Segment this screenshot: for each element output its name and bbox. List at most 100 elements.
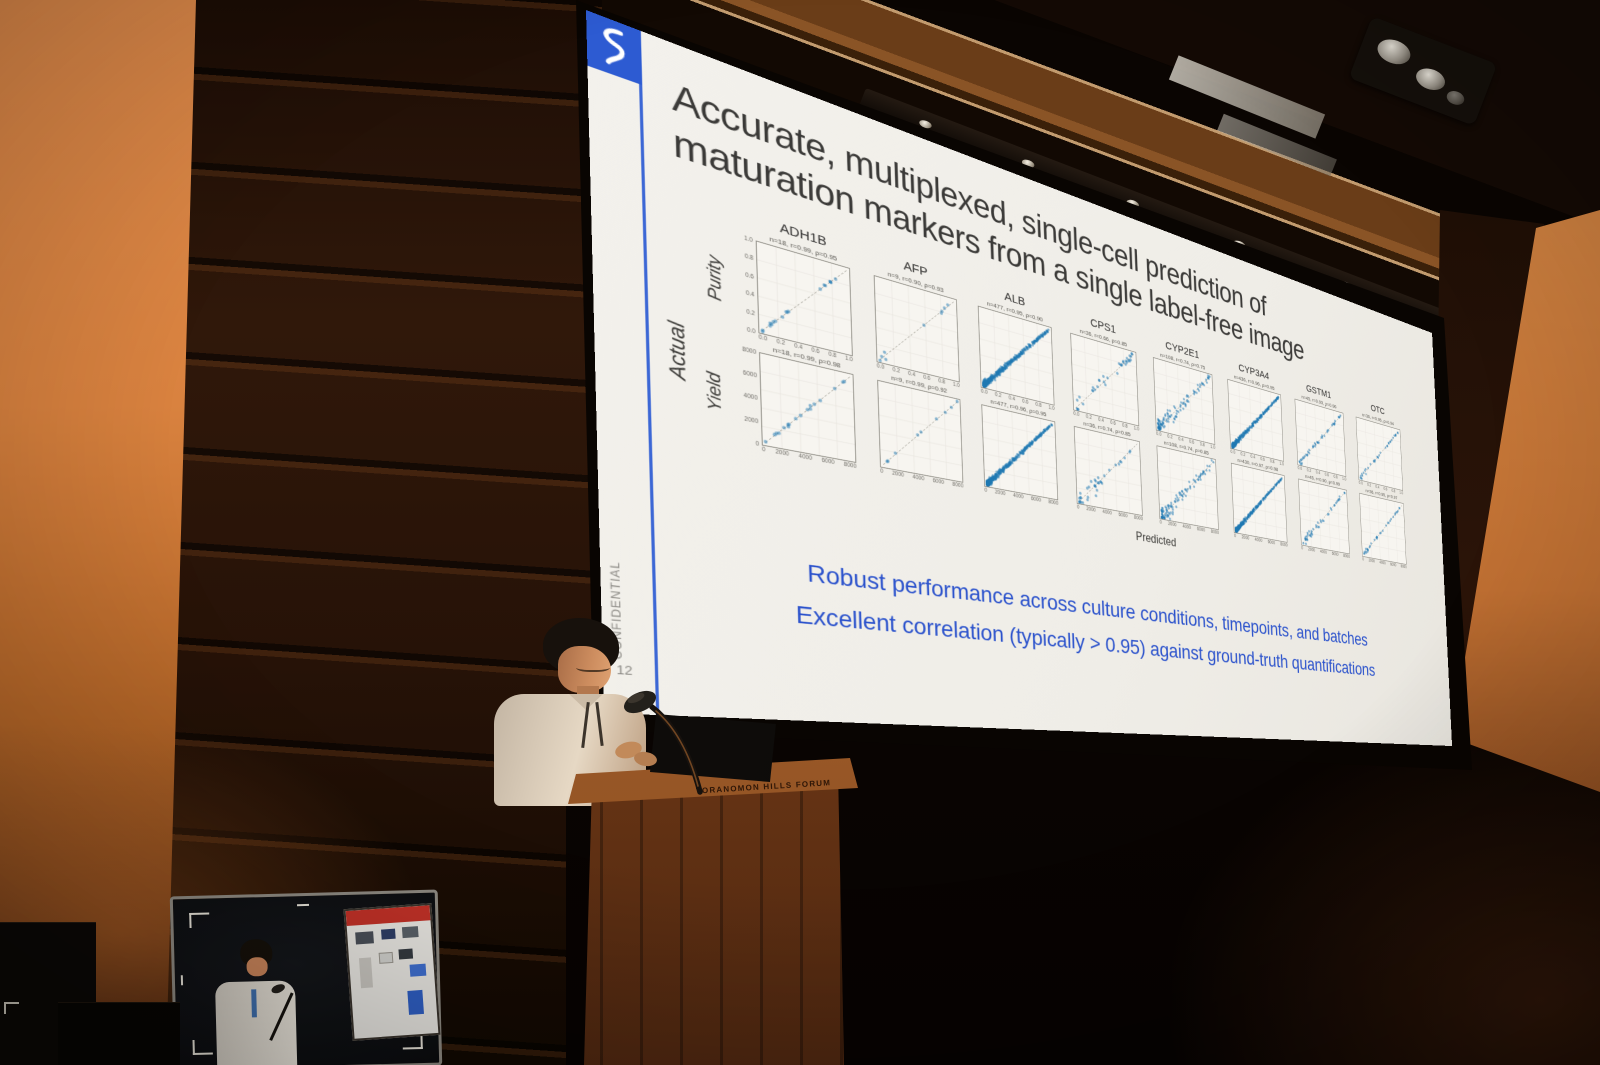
x-tick-label: 4000 — [1102, 509, 1112, 517]
x-tick-label: 6000 — [1267, 539, 1276, 546]
x-tick-label: 2000 — [892, 470, 905, 479]
x-tick-label: 2000 — [1308, 547, 1316, 553]
x-tick-label: 0 — [880, 468, 884, 475]
figure-column: CYP2E1 n=108, r=0.74, ρ=0.75 0.0 0.2 0.4 0.6 0… — [1148, 334, 1223, 538]
ceiling-spotlight-fixture — [1348, 16, 1498, 126]
x-tick-label: 1.0 — [952, 381, 960, 389]
figure-column: ADH1B n=18, r=0.99, ρ=0.95 1.0 0.8 0.6 0.4 0.2… — [742, 211, 862, 473]
scatter-plot — [981, 404, 1059, 501]
y-tick-label: 6000 — [742, 369, 757, 379]
x-tick-label: 0.0 — [1073, 410, 1080, 418]
app-panel — [358, 957, 374, 989]
x-tick-label: 6000 — [1390, 562, 1397, 568]
x-tick-label: 2000 — [1241, 534, 1250, 542]
slide-thumbnail — [401, 926, 419, 939]
x-tick-label: 1.0 — [1279, 461, 1285, 467]
y-tick-label: 0.4 — [745, 290, 755, 299]
x-tick-label: 4000 — [1319, 549, 1327, 556]
scatter-plot — [1230, 462, 1288, 543]
x-tick-label: 0.0 — [876, 362, 885, 371]
x-tick-label: 8000 — [1343, 553, 1350, 560]
viewfinder-bracket-icon — [4, 1002, 19, 1014]
x-tick-label: 8000 — [952, 481, 964, 490]
x-tick-label: 4000 — [1254, 537, 1263, 544]
left-wall-orange-light — [0, 0, 196, 1065]
slide-thumbnail — [355, 931, 374, 945]
y-tick-label: 0 — [755, 440, 760, 448]
x-tick-label: 0.0 — [1155, 431, 1162, 438]
x-tick-label: 1.0 — [1210, 444, 1216, 451]
x-tick-label: 0.0 — [980, 388, 988, 396]
row-label-yield: Yield — [703, 370, 726, 414]
x-tick-label: 1.0 — [1342, 476, 1347, 482]
x-tick-label: 2000 — [1368, 558, 1375, 564]
viewfinder-bracket-icon — [189, 912, 210, 929]
x-tick-label: 8000 — [843, 461, 857, 470]
figure-column: AFP n=9, r=0.90, ρ=0.93 0.0 0.2 0.4 0.6 0.8 1.0… — [867, 247, 969, 491]
x-tick-label: 2000 — [775, 448, 790, 458]
spotlight-lamp — [1444, 88, 1467, 108]
x-tick-label: 4000 — [1013, 492, 1024, 501]
x-tick-label: 4000 — [912, 474, 925, 483]
x-tick-label: 2000 — [1086, 506, 1096, 514]
x-tick-label: 0 — [984, 487, 988, 494]
spotlight-lamp — [1373, 34, 1414, 69]
scatter-plot — [1298, 478, 1350, 555]
x-tick-label: 2000 — [994, 489, 1006, 497]
viewfinder-tick-icon — [296, 903, 310, 915]
x-tick-label: 1.0 — [1399, 490, 1404, 496]
x-tick-label: 0 — [761, 446, 766, 454]
x-tick-label: 1.0 — [844, 355, 854, 364]
slide-thumbnail — [398, 948, 414, 960]
y-tick-label: 0.8 — [744, 253, 754, 263]
slide-thumbnail — [378, 951, 394, 964]
x-tick-label: 6000 — [1331, 551, 1339, 558]
left-wall-wood-panels — [150, 0, 602, 1065]
x-tick-label: 6000 — [1030, 496, 1042, 504]
presenter-glasses — [576, 661, 610, 672]
x-tick-label: 6000 — [1118, 512, 1128, 519]
x-tick-label: 0.0 — [1230, 449, 1236, 456]
x-tick-label: 0 — [1159, 519, 1162, 526]
monitor-presenter-lanyard — [251, 989, 257, 1018]
operator-laptop-screen — [343, 903, 441, 1041]
figure-column: CPS1 n=36, r=0.66, ρ=0.85 0.0 0.2 0.4 0.6 0.8 1… — [1065, 308, 1148, 524]
monitor-presenter-face — [246, 957, 268, 977]
scatter-plot — [1355, 416, 1404, 491]
x-tick-label: 6000 — [1196, 526, 1206, 534]
slide-page-number: 12 — [616, 662, 633, 678]
slide-thumbnail — [381, 928, 396, 940]
y-tick-label: 4000 — [743, 392, 758, 402]
x-tick-label: 0.0 — [1358, 480, 1363, 486]
row-label-purity: Purity — [703, 253, 727, 304]
figure-column: OTC n=36, r=0.95, ρ=0.94 0.0 0.2 0.4 0.6 0.8 1.… — [1352, 397, 1410, 571]
scatter-plot — [1359, 492, 1407, 565]
app-title-bar — [345, 905, 431, 927]
x-tick-label: 0 — [1076, 504, 1080, 511]
x-tick-label: 8000 — [1280, 542, 1288, 548]
x-tick-label: 4000 — [1182, 524, 1192, 531]
x-tick-label: 4000 — [798, 453, 813, 462]
figure-column: CYP3A4 n=436, r=0.96, ρ=0.95 0.0 0.2 0.4 0.6 0… — [1223, 357, 1291, 550]
x-tick-label: 8000 — [1400, 564, 1407, 570]
x-tick-label: 1.0 — [1048, 404, 1055, 412]
scatter-plot — [1156, 445, 1219, 531]
y-tick-label: 0.6 — [745, 271, 755, 281]
slide-accent-line — [639, 82, 660, 716]
x-tick-label: 4000 — [1379, 560, 1386, 566]
viewfinder-tick-icon — [180, 974, 194, 986]
y-tick-label: 2000 — [744, 415, 759, 425]
slide-thumbnail — [409, 963, 427, 977]
x-tick-label: 0.0 — [1297, 465, 1303, 472]
av-equipment — [58, 1002, 180, 1065]
figure-column: ALB n=477, r=0.95, ρ=0.90 0.0 0.2 0.4 0.6 0.8 1… — [972, 280, 1063, 509]
x-tick-label: 0 — [1301, 545, 1304, 551]
x-tick-label: 6000 — [932, 477, 945, 486]
x-tick-label: 8000 — [1048, 499, 1059, 507]
x-tick-label: 8000 — [1210, 529, 1220, 536]
app-panel — [407, 989, 424, 1015]
y-tick-label: 0.2 — [746, 308, 756, 317]
y-tick-label: 0.0 — [746, 326, 756, 336]
